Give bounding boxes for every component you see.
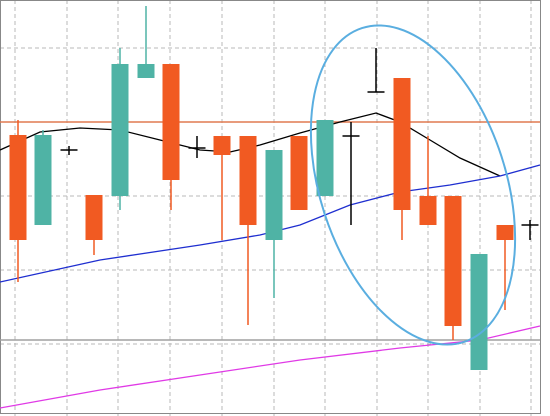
candle-body (111, 64, 129, 196)
candle-body (393, 78, 411, 210)
highlight-ellipse (309, 24, 517, 346)
candle-body (496, 225, 514, 240)
candles (9, 6, 539, 370)
candle-body (316, 120, 334, 196)
candle-body (239, 136, 257, 225)
candle-body (162, 64, 180, 180)
candle-body (290, 136, 308, 210)
candle-body (9, 135, 27, 240)
candle-body (34, 135, 52, 225)
candle-body (213, 136, 231, 155)
levels (0, 121, 540, 341)
plot-frame (0, 0, 541, 414)
candle-body (444, 196, 462, 326)
candle-body (419, 196, 437, 225)
candle-body (137, 64, 155, 78)
candle-body (85, 195, 103, 240)
candle-body (470, 254, 488, 370)
moving-average-line (0, 112, 501, 177)
candle-body (265, 150, 283, 240)
